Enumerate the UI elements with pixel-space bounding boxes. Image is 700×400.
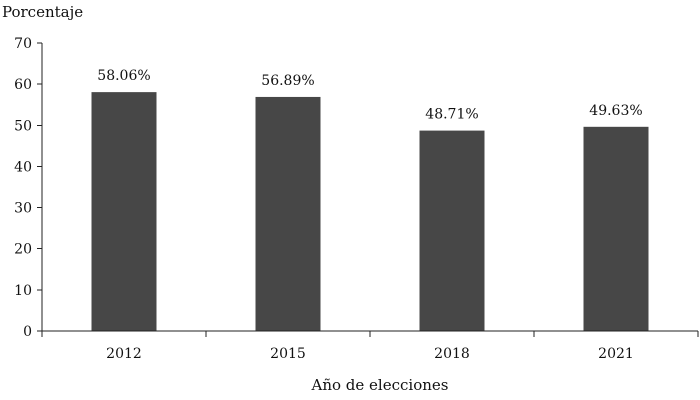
bar-2021 bbox=[583, 126, 649, 331]
y-tick-label: 60 bbox=[14, 77, 32, 93]
y-tick-label: 20 bbox=[14, 242, 32, 258]
data-label-2018: 48.71% bbox=[425, 107, 478, 123]
y-tick-label: 30 bbox=[14, 201, 32, 217]
bar-2015 bbox=[255, 96, 321, 331]
bars bbox=[91, 92, 649, 331]
x-axis-title: Año de elecciones bbox=[311, 376, 449, 394]
bar-2012 bbox=[91, 92, 157, 331]
data-label-2012: 58.06% bbox=[97, 68, 150, 84]
y-tick-label: 40 bbox=[14, 159, 32, 175]
y-tick-label: 70 bbox=[14, 36, 32, 52]
data-label-2021: 49.63% bbox=[589, 103, 642, 119]
data-labels: 58.06% 56.89% 48.71% 49.63% bbox=[97, 68, 642, 122]
x-tick-label-2018: 2018 bbox=[434, 346, 470, 362]
x-tick-label-2012: 2012 bbox=[106, 346, 142, 362]
x-tick-label-2015: 2015 bbox=[270, 346, 306, 362]
y-tick-label: 50 bbox=[14, 118, 32, 134]
data-label-2015: 56.89% bbox=[261, 73, 314, 89]
x-tick-label-2021: 2021 bbox=[598, 346, 634, 362]
y-axis-title: Porcentaje bbox=[2, 3, 83, 21]
y-tick-label: 10 bbox=[14, 283, 32, 299]
bar-2018 bbox=[419, 130, 485, 331]
x-axis: 2012 2015 2018 2021 bbox=[41, 330, 699, 362]
y-axis: 0 10 20 30 40 50 60 70 bbox=[14, 36, 43, 340]
y-tick-label: 0 bbox=[23, 324, 32, 340]
